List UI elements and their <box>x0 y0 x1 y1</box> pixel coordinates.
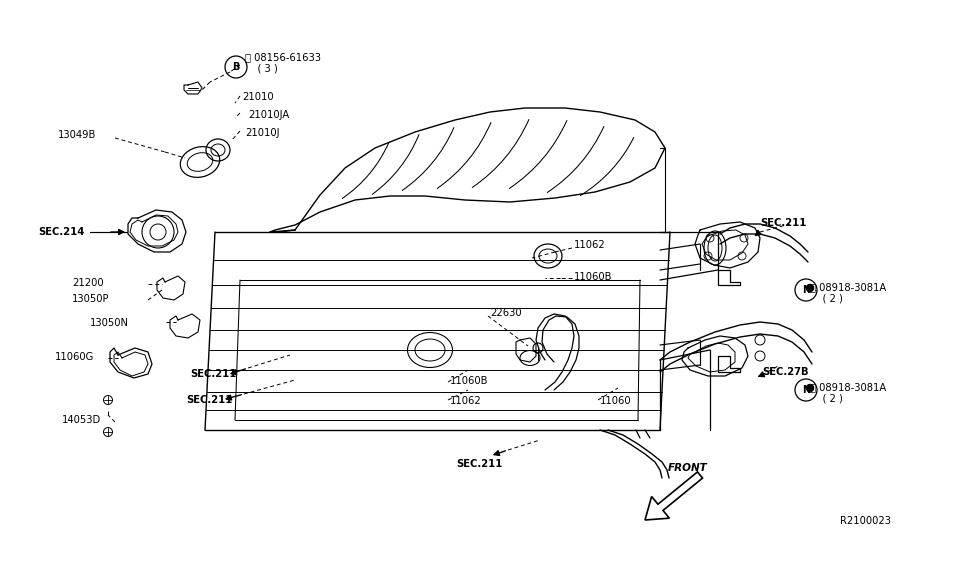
Text: Ⓝ 08918-3081A
    ( 2 ): Ⓝ 08918-3081A ( 2 ) <box>810 382 886 404</box>
Text: N: N <box>801 285 810 295</box>
Text: 21010: 21010 <box>242 92 274 102</box>
Text: 11060B: 11060B <box>450 376 488 386</box>
Text: Ⓝ 08918-3081A
    ( 2 ): Ⓝ 08918-3081A ( 2 ) <box>810 282 886 303</box>
Text: SEC.211: SEC.211 <box>186 395 232 405</box>
Text: SEC.211: SEC.211 <box>456 459 502 469</box>
Text: 11062: 11062 <box>450 396 482 406</box>
Text: 11060G: 11060G <box>55 352 95 362</box>
Text: 14053D: 14053D <box>62 415 101 425</box>
Text: 11062: 11062 <box>574 240 605 250</box>
Text: R2100023: R2100023 <box>840 516 891 526</box>
Text: 22630: 22630 <box>490 308 522 318</box>
Text: 13049B: 13049B <box>58 130 97 140</box>
Text: B: B <box>232 62 240 72</box>
Text: 13050P: 13050P <box>72 294 109 304</box>
Text: 21010J: 21010J <box>245 128 280 138</box>
Text: SEC.211: SEC.211 <box>190 369 236 379</box>
Text: 21200: 21200 <box>72 278 103 288</box>
Circle shape <box>806 285 813 291</box>
Text: N: N <box>801 385 810 395</box>
Text: SEC.27B: SEC.27B <box>762 367 808 377</box>
Text: Ⓑ 08156-61633
    ( 3 ): Ⓑ 08156-61633 ( 3 ) <box>245 52 321 74</box>
Text: SEC.211: SEC.211 <box>760 218 806 228</box>
Text: FRONT: FRONT <box>668 463 708 473</box>
Text: 13050N: 13050N <box>90 318 129 328</box>
Text: 11060: 11060 <box>600 396 632 406</box>
Text: SEC.214: SEC.214 <box>38 227 85 237</box>
Text: 11060B: 11060B <box>574 272 612 282</box>
Circle shape <box>806 384 813 392</box>
Text: 21010JA: 21010JA <box>248 110 290 120</box>
